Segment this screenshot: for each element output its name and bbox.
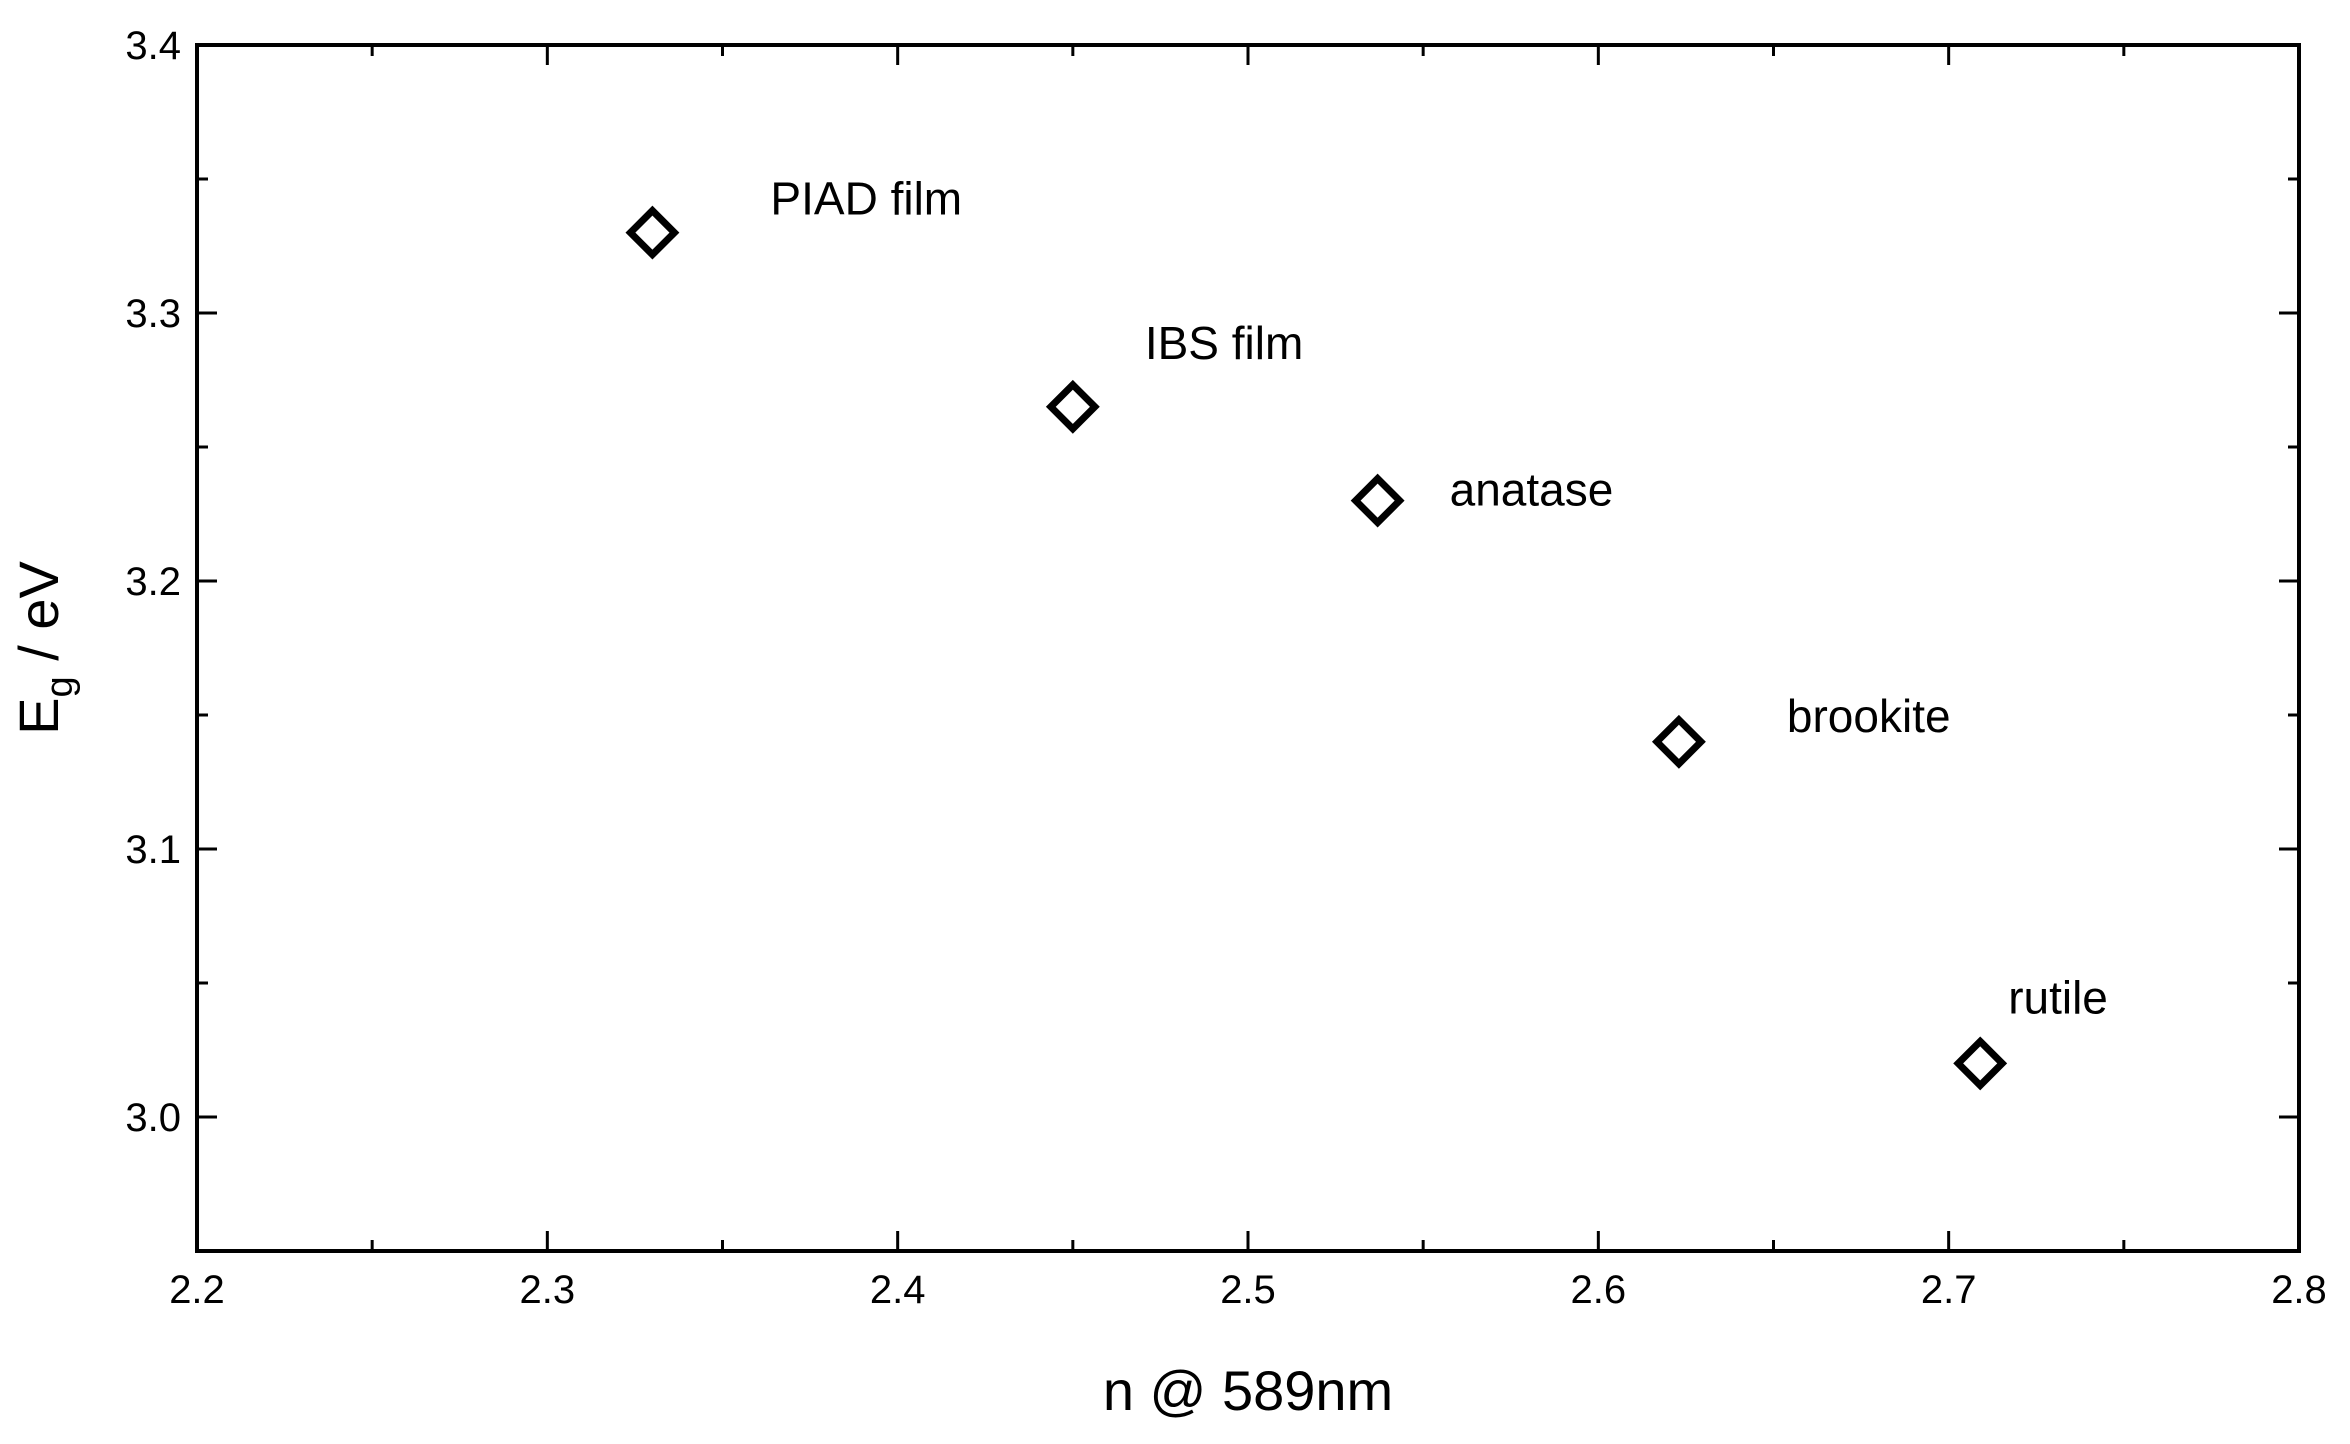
point-labels: PIAD film IBS film anatase brookite rutile [770,173,2107,1024]
data-points [625,205,2008,1091]
x-tick-label: 2.2 [169,1268,225,1312]
point-label: rutile [2008,971,2108,1023]
y-axis-subscript: g [39,676,81,697]
data-point-diamond [1350,473,1405,528]
data-point-diamond [1953,1036,2008,1091]
x-tick-label: 2.3 [520,1268,576,1312]
point-label: anatase [1450,464,1614,516]
x-tick-label: 2.8 [2271,1268,2327,1312]
data-point-diamond [1045,379,1100,434]
point-label: brookite [1787,690,1951,742]
y-axis-unit: / eV [7,561,70,677]
x-tick-label: 2.7 [1921,1268,1977,1312]
axis-tick-labels: 2.2 2.3 2.4 2.5 2.6 2.7 2.8 3.0 3.1 3.2 3.3 3.4 [125,24,2326,1312]
data-point-diamond [1651,714,1706,769]
y-tick-label: 3.0 [125,1096,181,1140]
x-axis-title: n @ 589nm [1103,1359,1393,1422]
data-point-diamond [625,205,680,260]
axis-ticks [195,43,2301,1253]
x-tick-label: 2.6 [1571,1268,1627,1312]
y-axis-symbol: E [7,697,70,734]
plot-frame [195,43,2301,1253]
x-tick-label: 2.4 [870,1268,926,1312]
y-tick-label: 3.2 [125,560,181,604]
y-tick-label: 3.1 [125,828,181,872]
y-tick-label: 3.3 [125,292,181,336]
y-axis-title: Eg / eV [7,561,81,735]
y-tick-label: 3.4 [125,24,181,68]
point-label: PIAD film [770,173,962,225]
x-tick-label: 2.5 [1220,1268,1276,1312]
point-label: IBS film [1145,317,1303,369]
